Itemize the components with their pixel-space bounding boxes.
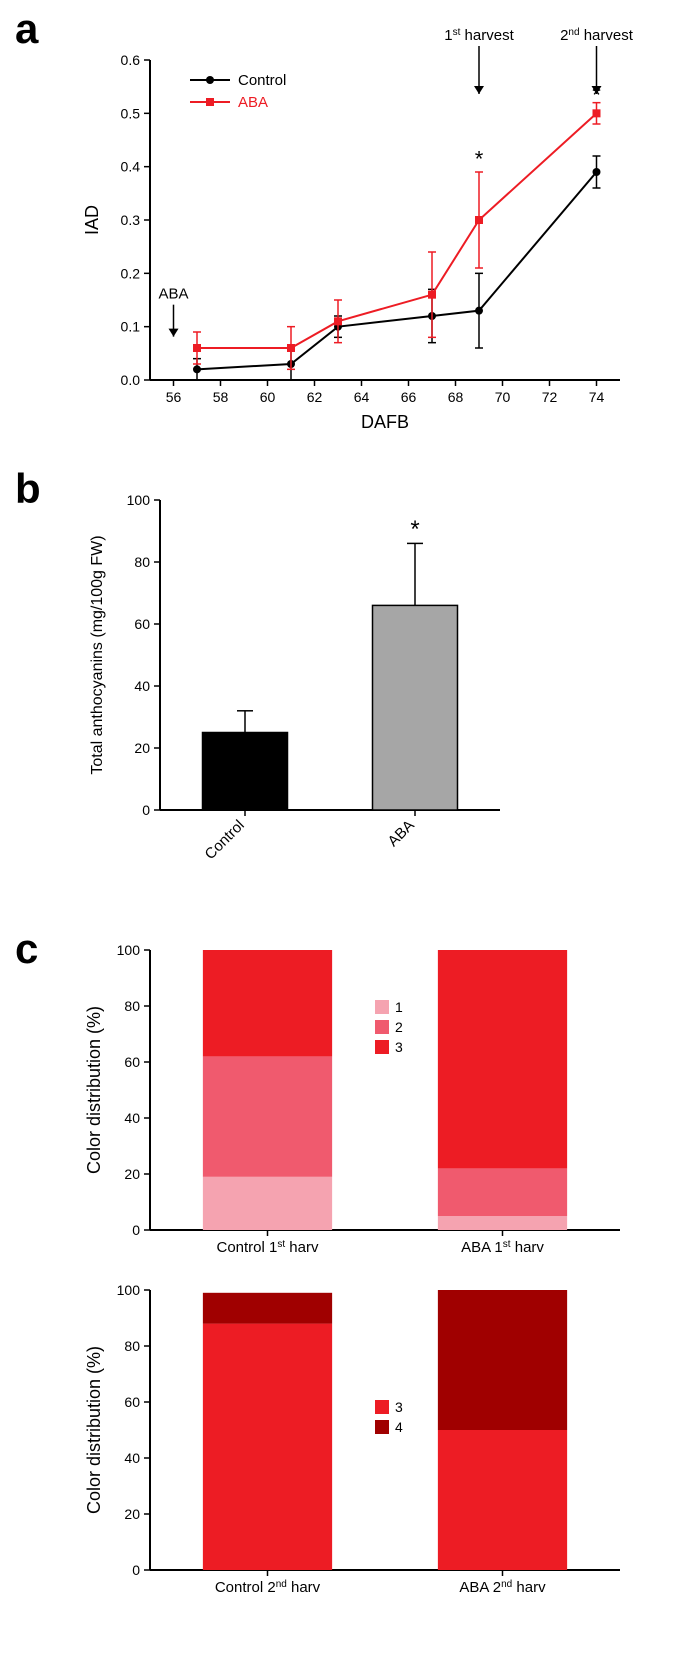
- svg-text:Total anthocyanins (mg/100g FW: Total anthocyanins (mg/100g FW): [89, 535, 106, 774]
- svg-text:1: 1: [395, 999, 403, 1015]
- svg-text:0.2: 0.2: [121, 265, 141, 281]
- svg-text:66: 66: [401, 389, 417, 405]
- svg-text:ABA: ABA: [158, 286, 188, 303]
- svg-text:ABA 1st harv: ABA 1st harv: [461, 1239, 544, 1257]
- svg-text:70: 70: [495, 389, 511, 405]
- svg-text:Color distribution (%): Color distribution (%): [84, 1346, 104, 1514]
- svg-text:100: 100: [117, 942, 141, 958]
- svg-text:80: 80: [134, 554, 150, 570]
- svg-text:0: 0: [142, 802, 150, 818]
- svg-text:Control: Control: [202, 817, 248, 863]
- chart-b-bar: 0 20 40 60 80 100 Total anthocyanins (mg/100g …: [80, 480, 520, 900]
- chart-a-line: 56 58 60 62 64 66 68 70 72 74 0.0 0.1 0.2 0.3 0.4 0.5 0.…: [80, 20, 640, 440]
- chart-c-stacked: 020406080100Color distribution (%)Contro…: [80, 940, 640, 1620]
- svg-text:58: 58: [213, 389, 229, 405]
- svg-text:60: 60: [124, 1394, 140, 1410]
- svg-text:0.3: 0.3: [121, 212, 141, 228]
- svg-text:IAD: IAD: [82, 205, 102, 235]
- panel-b: b 020406080100Total anthocyanins (mg/100…: [20, 480, 685, 900]
- panel-label-c: c: [15, 925, 38, 973]
- svg-text:ABA: ABA: [238, 94, 268, 111]
- svg-text:56: 56: [166, 389, 182, 405]
- svg-text:68: 68: [448, 389, 464, 405]
- svg-text:0: 0: [132, 1222, 140, 1238]
- svg-text:40: 40: [124, 1110, 140, 1126]
- svg-text:0.5: 0.5: [121, 105, 141, 121]
- svg-text:60: 60: [260, 389, 276, 405]
- svg-text:20: 20: [124, 1166, 140, 1182]
- svg-text:80: 80: [124, 1338, 140, 1354]
- svg-text:Control: Control: [238, 72, 286, 89]
- svg-text:0.1: 0.1: [121, 319, 141, 335]
- svg-text:ABA: ABA: [385, 817, 418, 850]
- svg-text:2: 2: [395, 1019, 403, 1035]
- svg-text:DAFB: DAFB: [361, 412, 409, 432]
- svg-text:100: 100: [127, 492, 151, 508]
- svg-text:0.0: 0.0: [121, 372, 141, 388]
- svg-text:*: *: [410, 516, 419, 543]
- svg-text:Control 1st harv: Control 1st harv: [216, 1239, 319, 1257]
- svg-text:20: 20: [124, 1506, 140, 1522]
- svg-text:1st harvest: 1st harvest: [444, 27, 514, 45]
- svg-text:ABA 2nd harv: ABA 2nd harv: [459, 1579, 546, 1597]
- svg-text:62: 62: [307, 389, 323, 405]
- svg-text:0: 0: [132, 1562, 140, 1578]
- svg-text:64: 64: [354, 389, 370, 405]
- panel-label-b: b: [15, 465, 41, 513]
- svg-text:4: 4: [395, 1419, 403, 1435]
- svg-text:Color distribution (%): Color distribution (%): [84, 1006, 104, 1174]
- svg-text:60: 60: [134, 616, 150, 632]
- svg-text:*: *: [475, 147, 484, 172]
- svg-text:40: 40: [124, 1450, 140, 1466]
- panel-label-a: a: [15, 5, 38, 53]
- svg-text:80: 80: [124, 998, 140, 1014]
- svg-text:72: 72: [542, 389, 558, 405]
- svg-text:2nd harvest: 2nd harvest: [560, 27, 634, 45]
- svg-text:0.4: 0.4: [121, 159, 141, 175]
- panel-a: a 565860626466687072740.00.10.20.30.40.5…: [20, 20, 685, 440]
- svg-text:100: 100: [117, 1282, 141, 1298]
- svg-text:3: 3: [395, 1039, 403, 1055]
- svg-text:60: 60: [124, 1054, 140, 1070]
- svg-text:3: 3: [395, 1399, 403, 1415]
- svg-text:0.6: 0.6: [121, 52, 141, 68]
- svg-text:40: 40: [134, 678, 150, 694]
- svg-text:20: 20: [134, 740, 150, 756]
- svg-text:74: 74: [589, 389, 605, 405]
- svg-text:Control 2nd harv: Control 2nd harv: [215, 1579, 321, 1597]
- panel-c: c 020406080100Color distribution (%)Cont…: [20, 940, 685, 1620]
- svg-text:*: *: [592, 83, 601, 108]
